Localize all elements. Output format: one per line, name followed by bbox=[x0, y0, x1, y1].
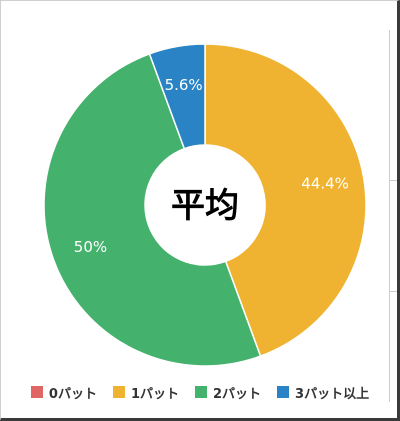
legend-swatch bbox=[112, 386, 125, 398]
legend-item-2[interactable]: 2パット bbox=[195, 383, 261, 402]
legend: 0パット 1パット 2パット 3パット以上 bbox=[0, 380, 400, 404]
legend-swatch bbox=[30, 386, 43, 398]
legend-item-1[interactable]: 1パット bbox=[112, 383, 179, 402]
slice-label-2: 50% bbox=[74, 238, 107, 256]
legend-swatch bbox=[195, 386, 207, 398]
legend-label: 2パット bbox=[213, 386, 262, 402]
legend-item-3[interactable]: 3パット以上 bbox=[277, 383, 369, 402]
legend-label: 3パット以上 bbox=[295, 386, 370, 402]
adjacent-panel-gridline bbox=[389, 291, 397, 292]
legend-label: 1パット bbox=[130, 386, 179, 402]
adjacent-panel-gridline bbox=[389, 180, 397, 181]
legend-label: 0パット bbox=[48, 386, 97, 402]
center-label: 平均 bbox=[171, 186, 239, 226]
slice-labels-group: 44.4% 50% 5.6% bbox=[74, 76, 349, 256]
legend-swatch bbox=[277, 386, 290, 398]
slice-label-3: 5.6% bbox=[165, 76, 203, 94]
donut-hole bbox=[145, 145, 265, 265]
slice-label-1: 44.4% bbox=[301, 175, 349, 193]
donut-chart: 44.4% 50% 5.6% 平均 bbox=[43, 43, 367, 367]
legend-item-0[interactable]: 0パット bbox=[30, 383, 97, 402]
adjacent-panel-edge bbox=[389, 30, 397, 402]
donut-slice-2[interactable] bbox=[43, 52, 262, 367]
